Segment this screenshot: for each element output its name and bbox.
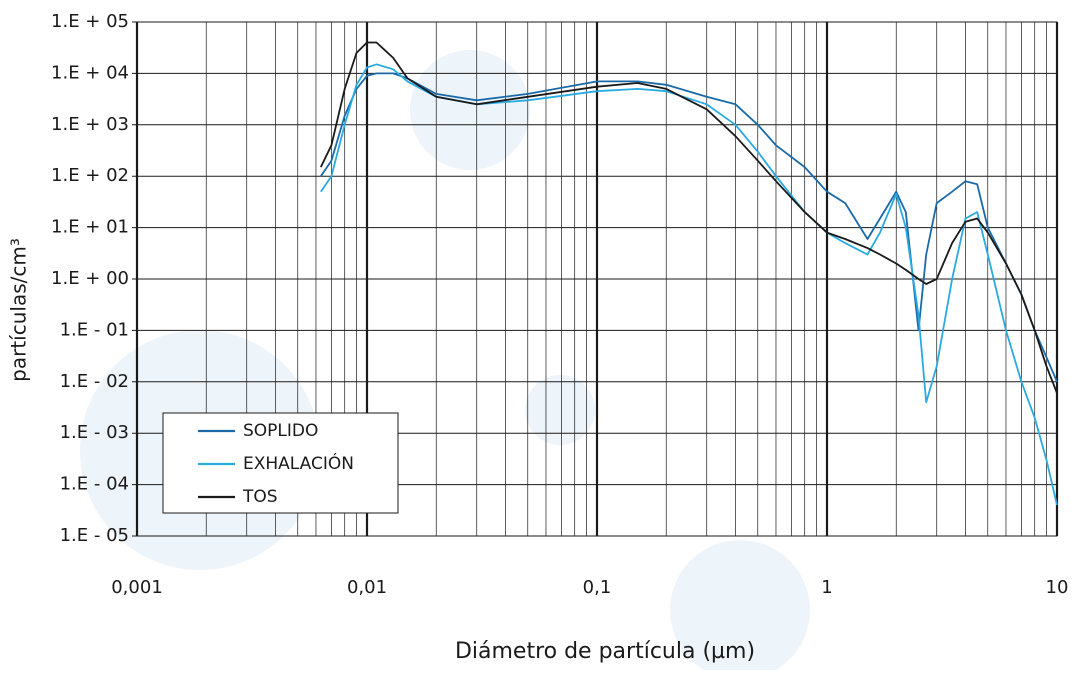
- y-tick-label: 1.E + 01: [51, 217, 129, 238]
- y-axis-label: partículas/cm³: [7, 238, 31, 382]
- y-tick-label: 1.E + 05: [51, 11, 129, 32]
- y-tick-label: 1.E - 04: [60, 474, 129, 495]
- x-tick-label: 0,01: [347, 577, 387, 598]
- y-tick-label: 1.E - 02: [60, 371, 129, 392]
- y-tick-label: 1.E - 01: [60, 319, 129, 340]
- y-tick-label: 1.E + 02: [51, 165, 129, 186]
- x-axis-label: Diámetro de partícula (µm): [455, 639, 755, 664]
- series-line: [320, 72, 1058, 383]
- y-tick-label: 1.E - 03: [60, 422, 129, 443]
- x-tick-label: 10: [1046, 577, 1069, 598]
- legend-label: SOPLIDO: [243, 421, 318, 441]
- x-tick-label: 0,1: [583, 577, 612, 598]
- y-tick-label: 1.E - 05: [60, 525, 129, 546]
- y-tick-label: 1.E + 00: [51, 268, 129, 289]
- x-tick-label: 1: [821, 577, 832, 598]
- y-tick-label: 1.E + 04: [51, 62, 129, 83]
- x-tick-label: 0,001: [111, 577, 163, 598]
- y-tick-label: 1.E + 03: [51, 114, 129, 135]
- legend-label: EXHALACIÓN: [243, 452, 354, 474]
- legend-label: TOS: [242, 487, 278, 507]
- series-line: [319, 41, 1058, 394]
